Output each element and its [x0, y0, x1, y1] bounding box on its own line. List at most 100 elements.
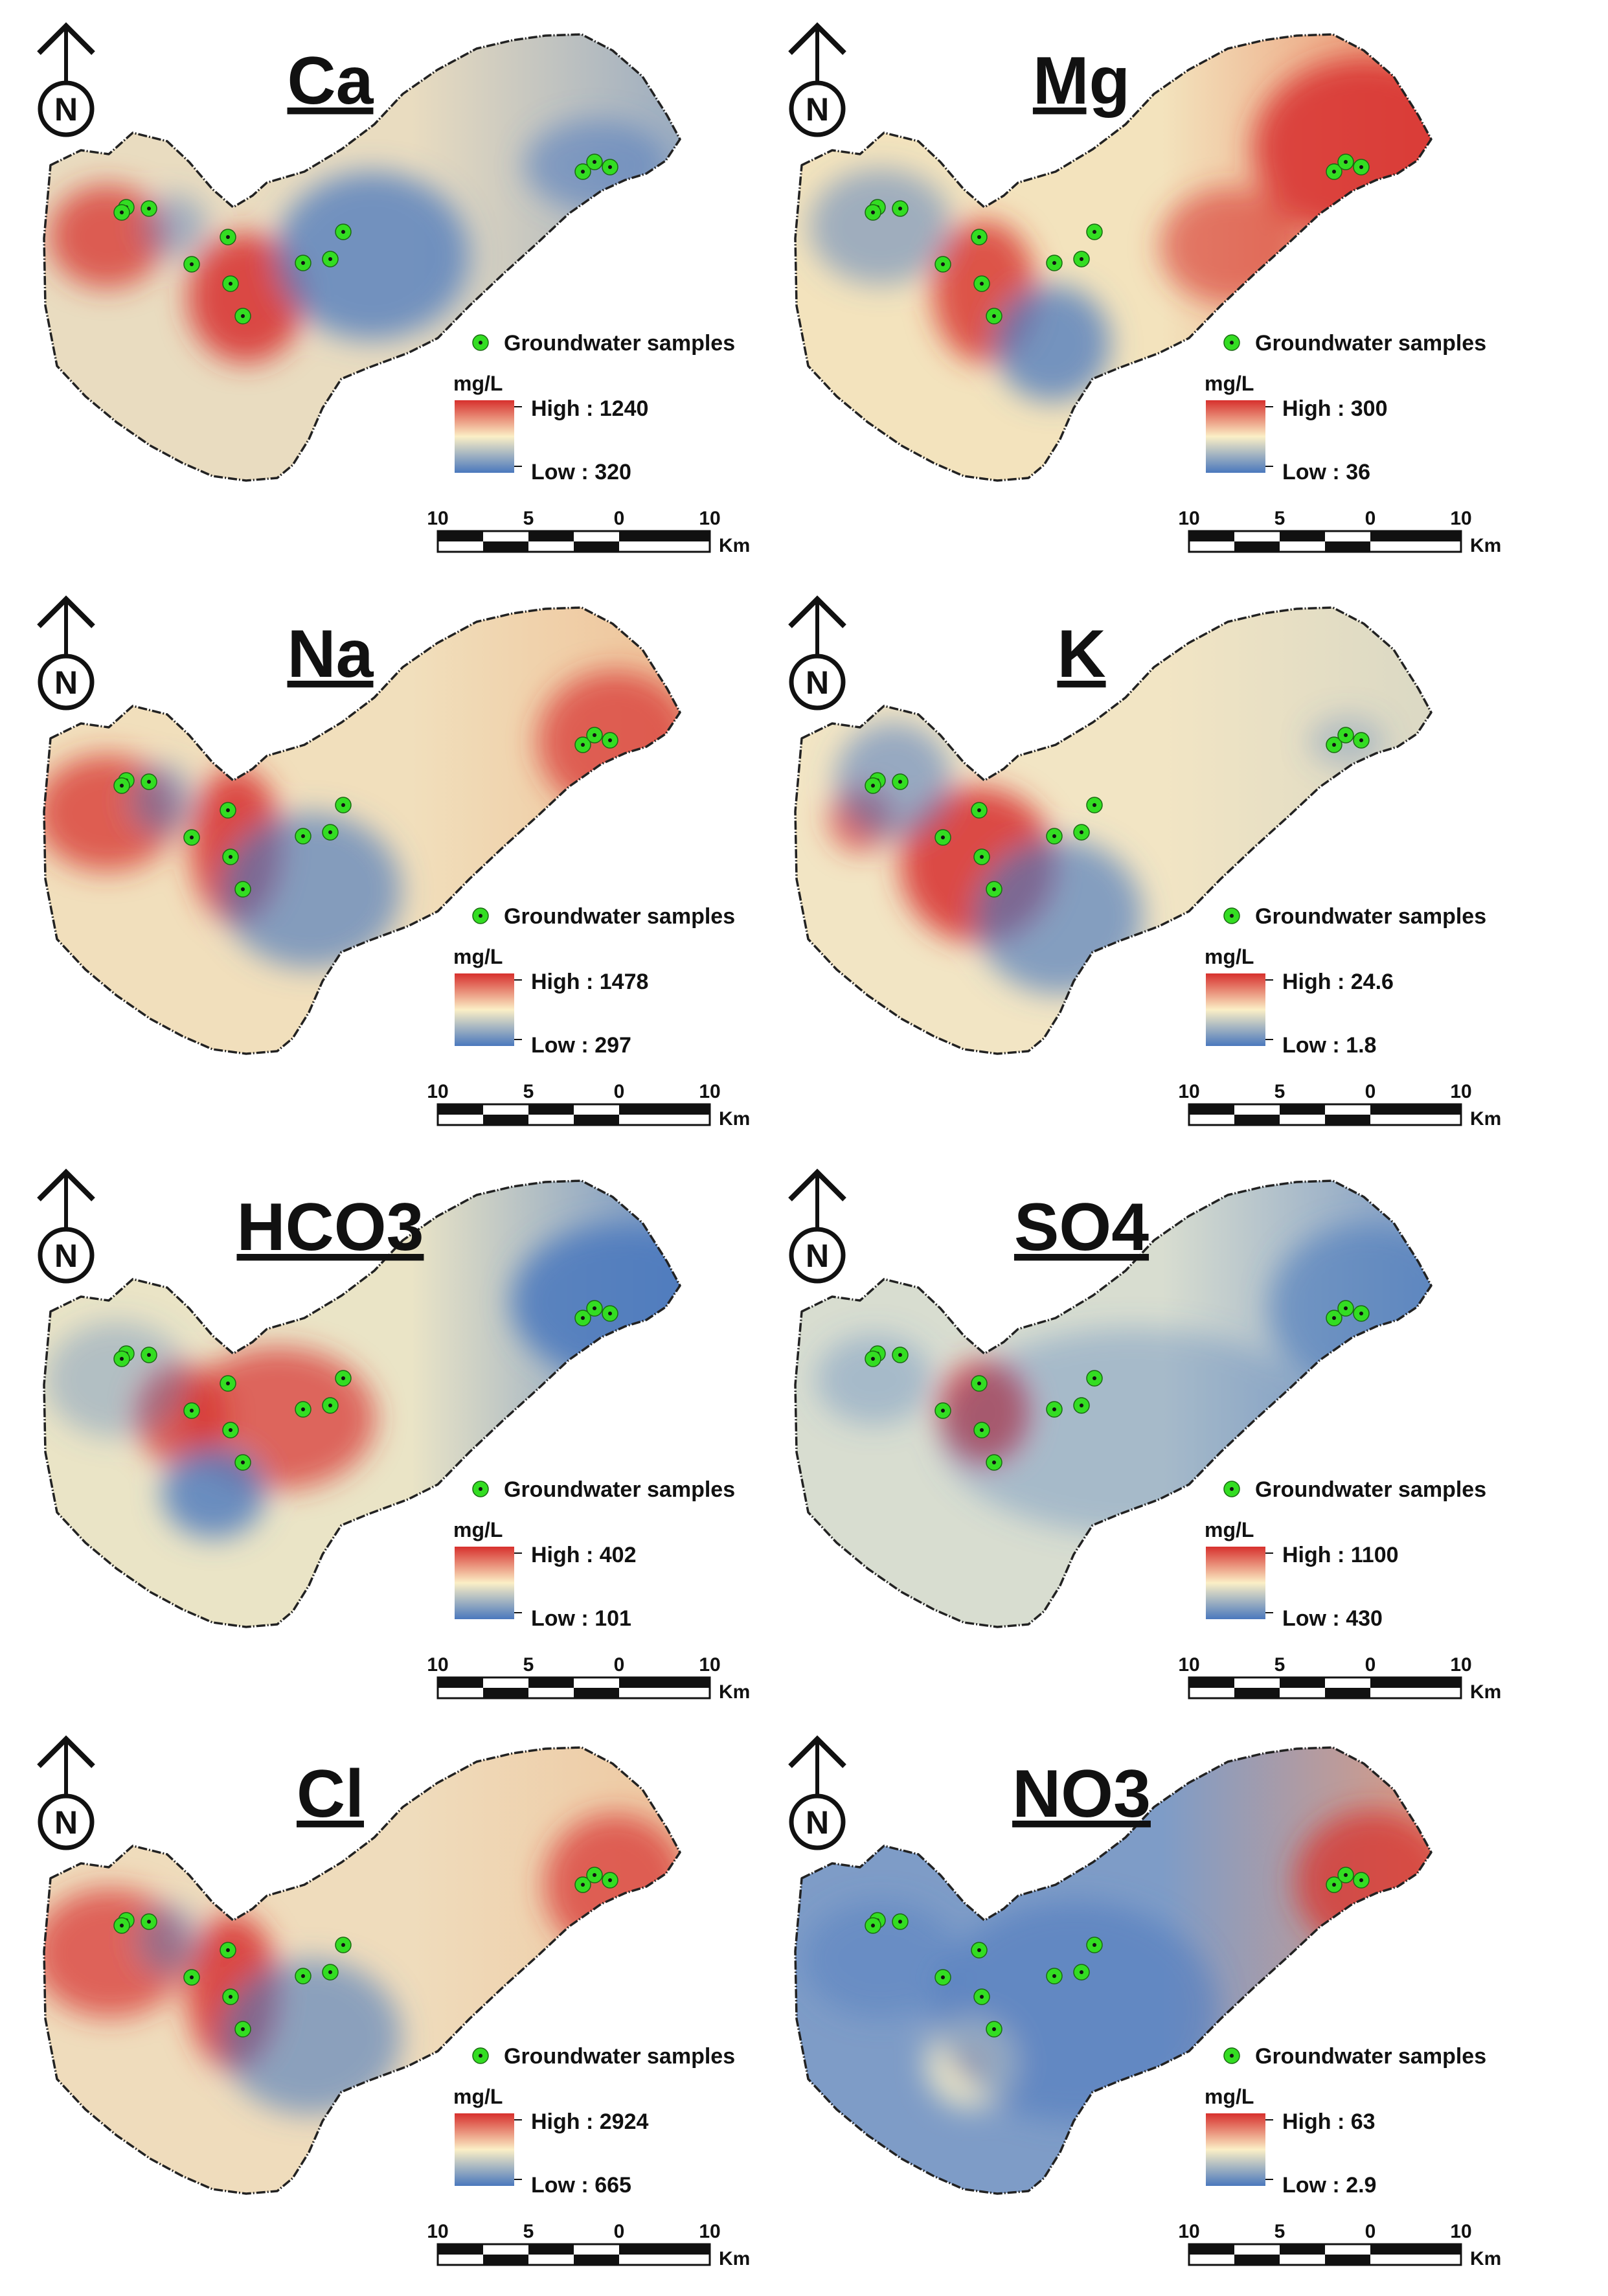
color-ramp [1206, 400, 1265, 473]
groundwater-sample-point [973, 848, 990, 865]
scale-tick-label: 10 [1450, 1081, 1471, 1102]
north-letter: N [54, 1238, 78, 1274]
groundwater-sample-point [1353, 1872, 1370, 1889]
scale-tick-label: 10 [699, 1081, 720, 1102]
concentration-zone [1159, 188, 1302, 304]
map-panel-na: N Na Groundwater samples mg/L High : 1478 Low… [19, 586, 777, 1156]
scale-tick-label: 10 [427, 2221, 448, 2242]
groundwater-sample-point [1337, 1867, 1354, 1883]
groundwater-sample-point [220, 229, 236, 245]
sample-legend-label: Groundwater samples [504, 331, 735, 356]
scale-tick-label: 10 [699, 508, 720, 529]
sample-legend-label: Groundwater samples [1255, 2044, 1486, 2069]
interpolated-surface [795, 608, 1431, 1054]
scale-tick-label: 0 [614, 2221, 625, 2242]
unit-label: mg/L [453, 372, 503, 395]
concentration-zone [975, 839, 1143, 994]
groundwater-sample-point [971, 1375, 988, 1392]
groundwater-sample-point [971, 1942, 988, 1959]
scale-tick-label: 0 [1365, 508, 1376, 529]
north-letter: N [806, 91, 829, 128]
concentration-zone [220, 1959, 402, 2115]
scale-tick-label: 10 [1178, 508, 1199, 529]
scale-tick-label: 5 [1274, 1654, 1285, 1676]
scale-tick-label: 0 [614, 508, 625, 529]
unit-label: mg/L [1205, 372, 1254, 395]
unit-label: mg/L [453, 2085, 503, 2108]
unit-label: mg/L [453, 945, 503, 968]
color-ramp [455, 1547, 514, 1619]
legend-high-value: High : 2924 [531, 2109, 648, 2134]
groundwater-sample-point [141, 773, 157, 790]
scale-unit: Km [1470, 1108, 1501, 1130]
scale-tick-label: 10 [1450, 508, 1471, 529]
legend-low-value: Low : 36 [1282, 460, 1370, 484]
groundwater-sample-point [986, 308, 1002, 324]
groundwater-sample-point [892, 773, 909, 790]
groundwater-sample-point [222, 848, 239, 865]
concentration-zone [188, 233, 304, 363]
groundwater-sample-point [1046, 255, 1063, 271]
groundwater-sample-point [586, 1300, 603, 1317]
scale-tick-label: 10 [427, 1081, 448, 1102]
study-area-boundary [43, 1179, 681, 1628]
legend-high-value: High : 1478 [531, 970, 648, 994]
scale-unit: Km [719, 1681, 750, 1703]
legend-low-value: Low : 665 [531, 2173, 631, 2198]
map-panel-cl: N Cl Groundwater samples mg/L High : 2924 Low… [19, 1726, 777, 2296]
groundwater-sample-point [335, 797, 352, 813]
legend-high-value: High : 1240 [531, 396, 648, 421]
groundwater-sample-point [1337, 153, 1354, 170]
north-letter: N [54, 1804, 78, 1841]
groundwater-sample-point [322, 251, 339, 267]
color-ramp [1206, 2113, 1265, 2186]
map-title-mg: Mg [1033, 43, 1130, 119]
sample-legend: Groundwater samples [1223, 1477, 1486, 1502]
unit-label: mg/L [1205, 1518, 1254, 1541]
scale-bar: 10 5 0 10 Km [427, 508, 750, 556]
groundwater-sample-point [574, 163, 591, 180]
sample-legend: Groundwater samples [1223, 331, 1486, 356]
color-ramp [1206, 973, 1265, 1046]
concentration-legend: mg/L High : 1240 Low : 320 [453, 372, 648, 484]
sample-legend-label: Groundwater samples [1255, 331, 1486, 356]
groundwater-sample-point [234, 308, 251, 324]
scale-bar: 10 5 0 10 Km [427, 2221, 750, 2269]
study-area-boundary [43, 1746, 681, 2195]
groundwater-sample-point [865, 1350, 881, 1367]
groundwater-sample-point [1326, 163, 1342, 180]
groundwater-sample-point [141, 1913, 157, 1930]
groundwater-sample-point [1086, 1937, 1103, 1953]
groundwater-sample-point [574, 736, 591, 753]
concentration-zone [142, 194, 207, 259]
scale-bar: 10 5 0 10 Km [427, 1654, 750, 1703]
color-ramp [455, 973, 514, 1046]
groundwater-sample-point [973, 275, 990, 292]
groundwater-sample-point [141, 1347, 157, 1363]
scale-tick-label: 0 [1365, 1654, 1376, 1676]
concentration-legend: mg/L High : 63 Low : 2.9 [1205, 2085, 1376, 2198]
scale-tick-label: 10 [1450, 1654, 1471, 1676]
groundwater-sample-point [1046, 1968, 1063, 1984]
concentration-legend: mg/L High : 24.6 Low : 1.8 [1205, 945, 1394, 1058]
groundwater-sample-point [1353, 159, 1370, 176]
groundwater-sample-point [602, 1305, 618, 1322]
groundwater-sample-point [1073, 1964, 1090, 1981]
north-letter: N [54, 91, 78, 128]
legend-low-value: Low : 101 [531, 1606, 631, 1631]
map-title-na: Na [288, 617, 374, 692]
concentration-zone [512, 1224, 680, 1380]
scale-unit: Km [1470, 535, 1501, 556]
sample-legend: Groundwater samples [472, 331, 735, 356]
groundwater-sample-point [335, 1937, 352, 1953]
groundwater-sample-point [234, 881, 251, 898]
groundwater-sample-point [222, 275, 239, 292]
groundwater-sample-point [220, 1942, 236, 1959]
groundwater-sample-point [986, 881, 1002, 898]
sample-legend: Groundwater samples [472, 904, 735, 929]
map-title-no3: NO3 [1012, 1756, 1151, 1832]
